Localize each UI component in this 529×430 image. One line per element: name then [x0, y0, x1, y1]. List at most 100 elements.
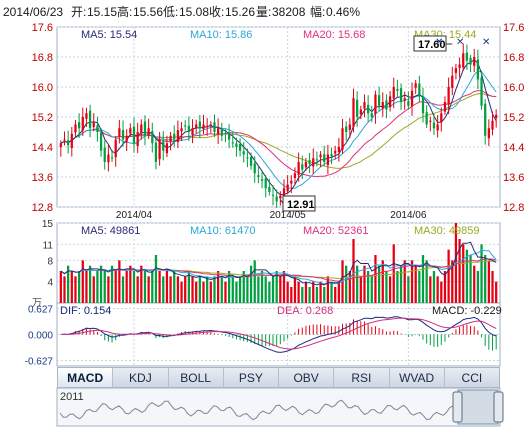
candle-body: [440, 113, 443, 123]
candle-body: [451, 75, 454, 88]
candle-body: [429, 120, 432, 122]
candle-body: [436, 124, 439, 131]
header-close-label: 收:: [209, 5, 224, 19]
tab-psy[interactable]: PSY: [224, 368, 279, 387]
volume-bar: [407, 276, 410, 303]
x-axis: 2014/04 2014/05 2014/06: [116, 210, 427, 221]
candle-body: [70, 133, 73, 148]
candle-body: [392, 87, 395, 99]
candle-body: [246, 157, 249, 159]
candle-body: [279, 195, 282, 199]
candle-body: [275, 196, 278, 202]
volume-bar: [220, 276, 223, 303]
volume-bar: [334, 287, 337, 303]
tab-rsi[interactable]: RSI: [334, 368, 390, 387]
candle-body: [103, 147, 106, 162]
volume-bar: [326, 276, 330, 303]
tab-obv[interactable]: OBV: [279, 368, 335, 387]
volume-unit: 万: [32, 298, 42, 309]
volume-bar: [458, 239, 461, 303]
candle-body: [249, 156, 253, 166]
volume-bars: [59, 223, 498, 303]
candle-body: [110, 157, 114, 159]
indicator-tabs: MACD KDJ BOLL PSY OBV RSI WVAD CCI: [57, 367, 500, 388]
candle-body: [421, 97, 425, 114]
volume-bar: [279, 276, 282, 303]
ma10-legend: MA10: 15.86: [190, 29, 252, 41]
header-high: 15.56: [133, 5, 163, 19]
navigator-panel[interactable]: [56, 387, 501, 427]
candle-body: [74, 124, 77, 133]
volume-bar: [162, 276, 165, 303]
volume-bar: [366, 271, 370, 303]
volume-bar: [140, 265, 143, 303]
volume-bar: [180, 281, 183, 303]
candle-body: [403, 98, 406, 101]
tab-macd[interactable]: MACD: [58, 368, 114, 387]
volume-bar: [432, 271, 436, 303]
tab-cci[interactable]: CCI: [461, 370, 483, 385]
macd-tick-label: -0.627: [25, 357, 54, 368]
volume-bar: [385, 271, 388, 303]
volume-bar: [363, 265, 366, 303]
candle-body: [359, 109, 362, 115]
candle-body: [257, 175, 260, 177]
volume-bar: [388, 276, 392, 303]
macd-dif-legend: DIF: 0.154: [60, 305, 111, 317]
candle-body: [297, 162, 300, 175]
candle-body: [195, 124, 198, 129]
navigator-right-handle[interactable]: [493, 391, 504, 423]
volume-bar: [147, 276, 150, 303]
ma20-legend: MA20: 15.68: [303, 29, 365, 41]
volume-bar: [209, 281, 212, 303]
volume-bar: [476, 271, 480, 303]
price-tick-label: 14.4: [503, 142, 524, 154]
candle-body: [425, 112, 428, 125]
tab-boll[interactable]: BOLL: [169, 368, 224, 387]
candle-body: [484, 103, 487, 136]
candle-body: [118, 128, 121, 137]
macd-ticks: 0.627 0.000 -0.627: [25, 305, 54, 368]
volume-bar: [377, 265, 381, 303]
tab-wvad[interactable]: WVAD: [390, 368, 445, 387]
navigator-selection[interactable]: [457, 389, 499, 425]
candle-body: [454, 68, 458, 73]
volume-bar: [282, 271, 286, 303]
volume-bar: [473, 265, 476, 303]
candle-body: [92, 122, 95, 128]
candle-body: [136, 132, 139, 146]
volume-bar: [77, 271, 81, 303]
candle-body: [407, 101, 410, 106]
volume-bar: [429, 276, 432, 303]
volume-tick-label: 4: [47, 278, 53, 289]
candle-body: [374, 94, 377, 115]
price-tick-label: 17.6: [503, 22, 524, 34]
candle-body: [107, 154, 110, 163]
candle-body: [202, 124, 205, 130]
candle-body: [264, 178, 267, 189]
ma5-legend: MA5: 15.54: [81, 29, 137, 41]
volume-bar: [480, 244, 483, 303]
candle-body: [220, 129, 223, 136]
volume-bar: [495, 281, 498, 303]
candle-body: [410, 90, 414, 107]
price-tick-label: 13.6: [32, 172, 53, 184]
candle-body: [129, 128, 132, 134]
volume-bar: [110, 265, 114, 303]
volume-bar: [484, 255, 487, 303]
volume-ma20-legend: MA20: 52361: [303, 225, 368, 237]
macd-lines: [60, 316, 497, 353]
volume-bar: [224, 281, 227, 303]
navigator-left-handle[interactable]: [452, 391, 463, 423]
volume-ma5-legend: MA5: 49861: [81, 225, 140, 237]
ma10-line: [60, 70, 497, 189]
candle-body: [323, 154, 326, 162]
candle-body: [447, 87, 450, 105]
volume-ma10-legend: MA10: 61470: [190, 225, 255, 237]
tab-kdj[interactable]: KDJ: [113, 368, 169, 387]
price-tick-label: 12.8: [503, 202, 524, 214]
volume-bar: [352, 239, 355, 303]
navigator-year: 2011: [60, 391, 84, 403]
candle-body: [399, 88, 403, 102]
candle-body: [151, 131, 154, 144]
